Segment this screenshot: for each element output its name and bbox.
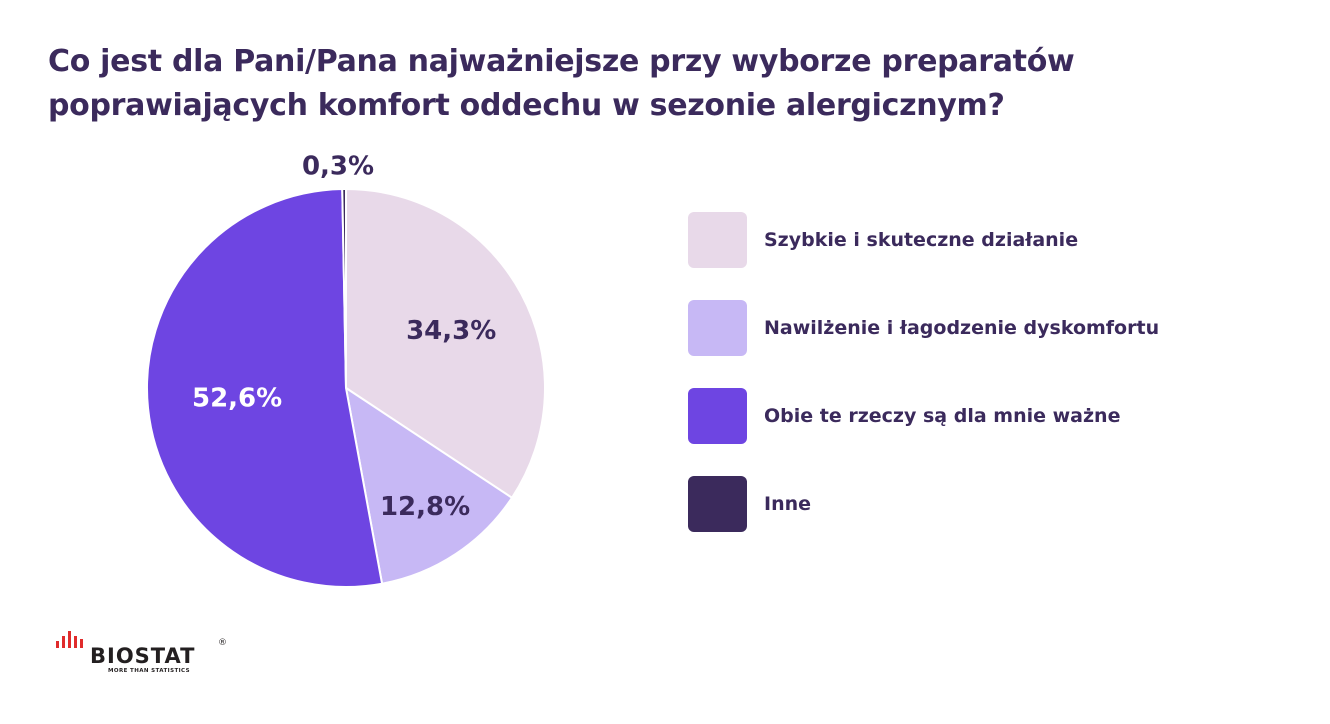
slice-nawilzenie-value-label: 12,8%	[380, 492, 470, 522]
logo-registered-mark: ®	[218, 638, 227, 648]
legend-label: Inne	[764, 493, 812, 515]
legend-item-nawilzenie: Nawilżenie i łagodzenie dyskomfortu	[688, 300, 1159, 356]
slice-obie	[146, 188, 384, 588]
legend-item-inne: Inne	[688, 476, 1159, 532]
legend-label: Szybkie i skuteczne działanie	[764, 229, 1079, 251]
legend-swatch	[688, 212, 747, 268]
slice-inne-value-label: 0,3%	[302, 152, 374, 182]
legend-label: Obie te rzeczy są dla mnie ważne	[764, 405, 1121, 427]
slice-szybkie-value-label: 34,3%	[406, 316, 496, 346]
slice-obie-value-label: 52,6%	[192, 383, 282, 413]
slice-inne	[341, 187, 347, 389]
legend: Szybkie i skuteczne działanie Nawilżenie…	[688, 212, 1159, 564]
legend-item-obie: Obie te rzeczy są dla mnie ważne	[688, 388, 1159, 444]
legend-swatch	[688, 388, 747, 444]
logo-wordmark: BIOSTAT	[90, 644, 196, 668]
slice-nawilzenie	[344, 385, 514, 585]
logo-tagline: MORE THAN STATISTICS	[108, 668, 190, 674]
chart-title: Co jest dla Pani/Pana najważniejsze przy…	[48, 44, 1075, 123]
legend-swatch	[688, 476, 747, 532]
legend-swatch	[688, 300, 747, 356]
legend-label: Nawilżenie i łagodzenie dyskomfortu	[764, 317, 1160, 339]
legend-item-szybkie: Szybkie i skuteczne działanie	[688, 212, 1159, 268]
